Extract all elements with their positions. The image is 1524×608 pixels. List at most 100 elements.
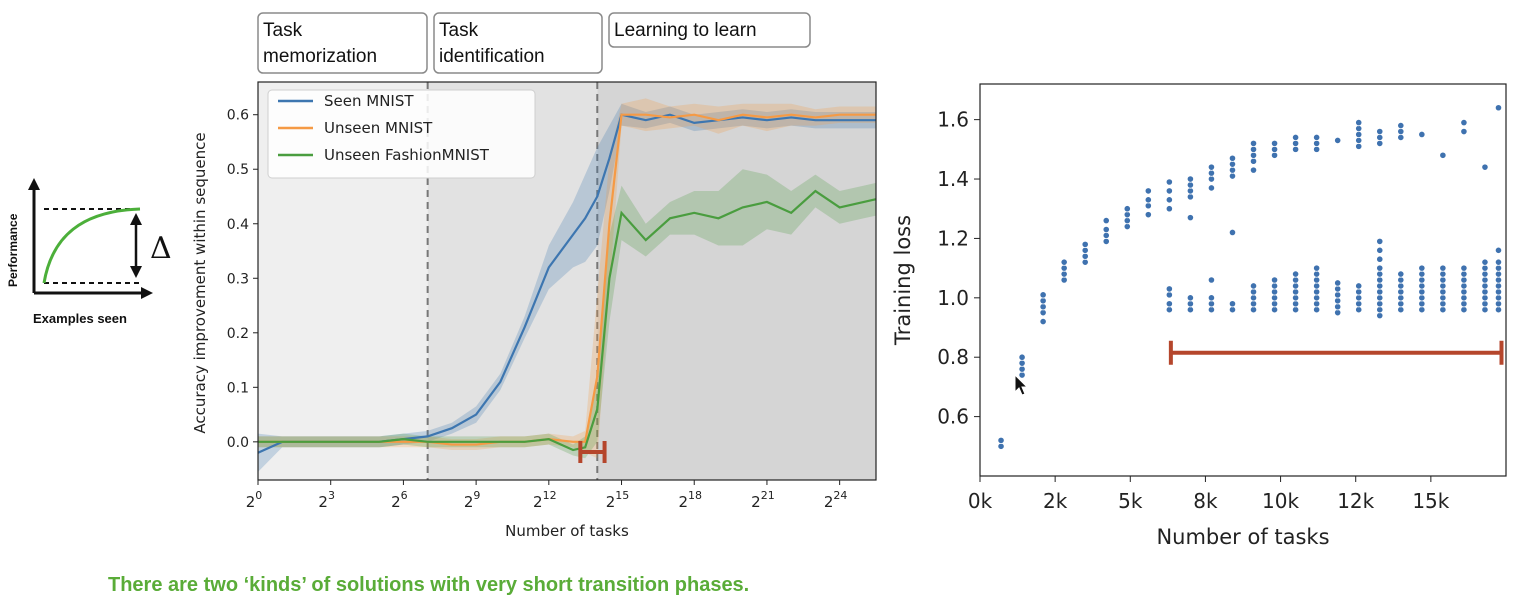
scatter-point-lower: [1292, 282, 1300, 290]
scatter-point-lower: [1186, 300, 1195, 308]
scatter-point-lower: [1249, 306, 1258, 314]
inset-x-arrowhead-icon: [141, 287, 153, 299]
scatter-point-lower: [1494, 258, 1503, 266]
x-tick-label: 15k: [1412, 489, 1449, 513]
scatter-point-upper: [1123, 205, 1131, 213]
scatter-point-lower: [1249, 300, 1258, 308]
scatter-point-lower: [1376, 246, 1384, 254]
y-tick-label: 0.3: [227, 271, 249, 287]
scatter-point-lower: [1334, 309, 1342, 317]
phase-label-text: Learning to learn: [614, 20, 757, 41]
plot-frame: [979, 83, 1507, 477]
scatter-point-upper: [1313, 133, 1321, 142]
phase-label-text: identification: [439, 46, 545, 67]
scatter-point-upper: [1144, 211, 1152, 219]
scatter-point-upper: [1355, 119, 1363, 127]
scatter-point-lower: [1439, 306, 1447, 314]
scatter-point-upper: [1376, 139, 1384, 147]
scatter-point-upper: [1123, 222, 1131, 231]
scatter-point-lower: [1313, 288, 1321, 296]
scatter-point-upper: [1186, 193, 1195, 201]
scatter-point-lower: [1481, 258, 1489, 266]
slide-caption: There are two ‘kinds’ of solutions with …: [108, 574, 750, 596]
scatter-point-upper: [1060, 258, 1068, 266]
scatter-point-lower: [1334, 279, 1342, 287]
scatter-point-lower: [1313, 282, 1321, 290]
scatter-point-upper: [1039, 317, 1047, 326]
series-line-fashion: [258, 189, 877, 452]
scatter-point-lower: [1439, 270, 1447, 278]
scatter-point-upper: [997, 442, 1005, 450]
scatter-point-lower: [1270, 276, 1279, 284]
inset-learning-curve: [42, 207, 141, 284]
scatter-point-upper: [1018, 359, 1026, 367]
x-tick-label: 26: [391, 489, 408, 511]
y-tick-label: 1.6: [937, 108, 969, 132]
scatter-point-upper: [1018, 371, 1026, 379]
scatter-point-lower: [1292, 300, 1300, 308]
scatter-point-upper: [1313, 139, 1321, 147]
x-axis-label: Number of tasks: [505, 522, 629, 540]
scatter-point-upper: [1460, 127, 1468, 136]
scatter-point-lower: [1292, 294, 1300, 302]
scatter-point-lower: [1334, 285, 1342, 293]
scatter-point-upper: [1102, 237, 1110, 245]
scatter-point-lower: [1355, 306, 1363, 314]
phase-region-3: [597, 82, 876, 480]
scatter-point-lower: [1494, 270, 1503, 278]
scatter-point-lower: [1397, 282, 1405, 290]
scatter-point-upper: [1228, 154, 1237, 162]
phase-label-text: Task: [263, 20, 303, 41]
scatter-point-lower: [1292, 288, 1300, 296]
x-tick-label: 0k: [968, 489, 993, 513]
scatter-point-lower: [1439, 282, 1447, 290]
scatter-point-lower: [1494, 294, 1503, 302]
confidence-band-fashion: [258, 169, 876, 459]
scatter-point-lower: [1313, 276, 1321, 284]
phase-label-frame: [608, 12, 811, 48]
scatter-point-upper: [1060, 276, 1068, 284]
scatter-point-upper: [1249, 139, 1258, 147]
x-tick-label: 212: [533, 489, 557, 511]
x-tick-label: 29: [464, 489, 481, 511]
y-tick-label: 1.2: [937, 226, 969, 250]
scatter-point-lower: [1376, 306, 1384, 314]
scatter-point-upper: [1144, 187, 1152, 195]
scatter-point-lower: [1481, 270, 1489, 278]
scatter-point-upper: [1249, 145, 1258, 153]
scatter-point-lower: [1207, 306, 1216, 314]
scatter-point-lower: [1249, 294, 1258, 302]
scatter-point-upper: [1376, 133, 1384, 142]
scatter-point-lower: [1355, 300, 1363, 308]
scatter-point-lower: [1207, 294, 1216, 302]
scatter-point-lower: [1418, 276, 1426, 284]
y-tick-label: 0.0: [227, 435, 249, 451]
scatter-point-lower: [1494, 300, 1503, 308]
scatter-point-lower: [1165, 306, 1173, 314]
scatter-point-lower: [1494, 288, 1503, 296]
scatter-point-upper: [1355, 136, 1363, 145]
inset-y-arrowhead-icon: [28, 178, 40, 190]
scatter-point-lower: [1207, 300, 1216, 308]
scatter-point-upper: [1039, 309, 1047, 317]
scatter-point-lower: [1313, 300, 1321, 308]
scatter-point-upper: [1165, 178, 1173, 186]
scatter-point-upper: [1165, 205, 1173, 213]
scatter-point-lower: [1165, 300, 1173, 308]
scatter-point-lower: [1494, 264, 1503, 272]
scatter-point-lower: [1270, 306, 1279, 314]
accuracy-chart: Task memorization Task identification Learni…: [191, 12, 877, 540]
scatter-point-upper: [1249, 151, 1258, 159]
y-axis-label: Accuracy improvement within sequence: [191, 132, 209, 433]
scatter-point-lower: [1439, 288, 1447, 296]
scatter-point-lower: [1460, 264, 1468, 272]
scatter-point-upper: [1228, 160, 1237, 168]
phase-label-frame: [433, 12, 603, 74]
scatter-point-upper: [1292, 145, 1300, 153]
y-tick-label: 1.4: [937, 167, 969, 191]
phase-label-frame: [257, 12, 428, 74]
scatter-point-lower: [1460, 300, 1468, 308]
scatter-point-lower: [1376, 300, 1384, 308]
scatter-point-upper: [1397, 121, 1405, 130]
scatter-point-lower: [1313, 306, 1321, 314]
